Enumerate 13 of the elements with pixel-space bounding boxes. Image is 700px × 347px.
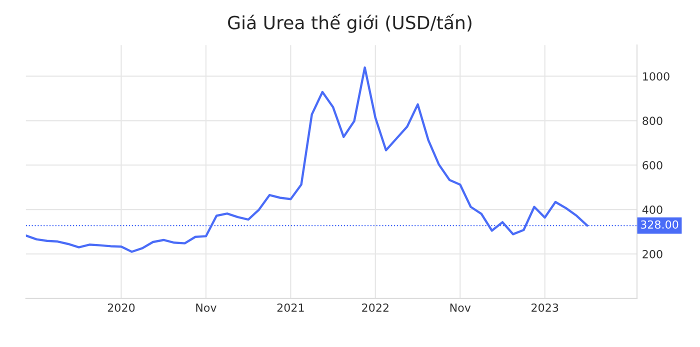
y-tick-label: 1000 <box>643 72 670 81</box>
y-tick-label: 800 <box>642 116 662 126</box>
x-tick-label: 2021 <box>277 303 304 312</box>
x-tick-label: Nov <box>196 304 216 312</box>
x-tick-label: 2022 <box>362 303 388 312</box>
y-tick-label: 400 <box>642 206 662 214</box>
ref-line-label: 328.00 <box>640 220 678 229</box>
y-tick-label: 200 <box>642 250 662 258</box>
y-tick-label: 600 <box>642 161 662 170</box>
chart-title: Giá Urea thế giới (USD/tấn) <box>228 14 472 33</box>
x-tick-label: 2020 <box>108 303 135 312</box>
x-tick-label: 2023 <box>532 303 558 312</box>
x-tick-label: Nov <box>450 304 471 312</box>
